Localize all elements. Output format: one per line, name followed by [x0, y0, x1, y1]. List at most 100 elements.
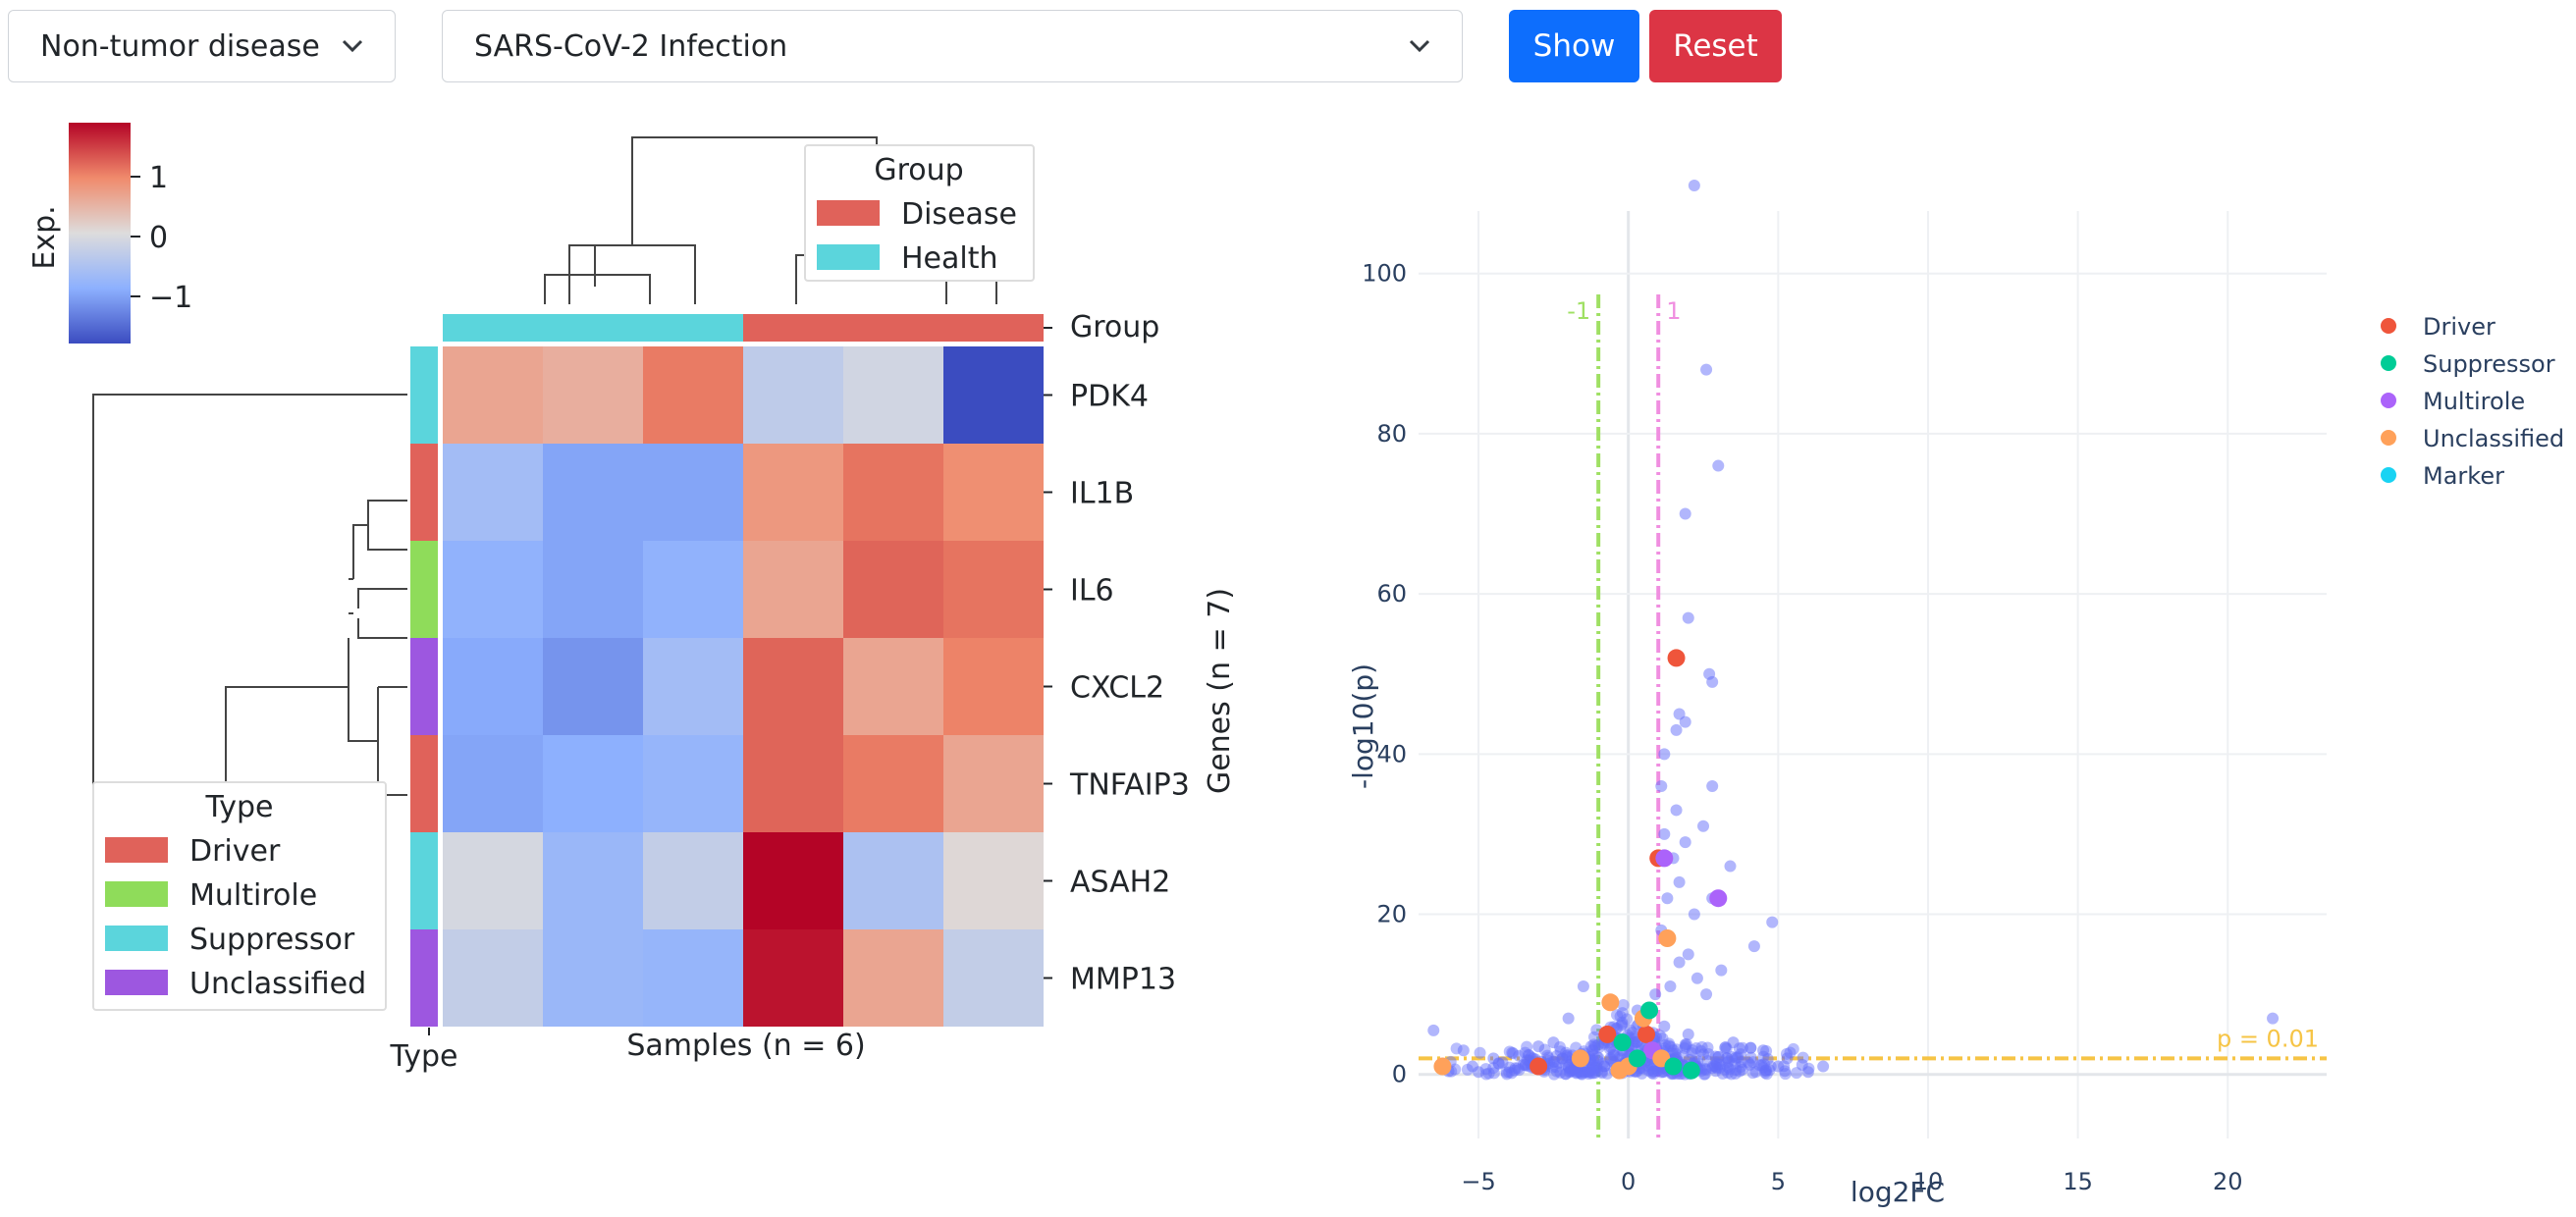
type-legend-item: Unclassified	[189, 967, 366, 1001]
y-tick-label: 60	[1376, 580, 1407, 608]
heatmap-cell	[643, 832, 743, 929]
y-tick-label: 100	[1362, 260, 1407, 288]
typed-gene-point	[1598, 1025, 1617, 1043]
type-legend-item: Suppressor	[189, 923, 355, 957]
gene-point	[1766, 916, 1779, 928]
show-button[interactable]: Show	[1509, 10, 1639, 82]
heatmap-cell	[743, 832, 843, 929]
gene-point	[1679, 836, 1691, 849]
category-select[interactable]: Non-tumor disease	[8, 10, 396, 82]
x-tick-label: 0	[1621, 1168, 1636, 1195]
gene-label: IL1B	[1070, 477, 1134, 511]
legend-marker	[2381, 355, 2396, 371]
heatmap-cell	[543, 638, 643, 735]
gene-point	[1658, 1020, 1671, 1032]
typed-gene-point	[1658, 929, 1677, 947]
gene-point	[1670, 804, 1683, 817]
gene-point	[1655, 779, 1668, 792]
legend-swatch-suppressor	[105, 926, 168, 951]
gene-point	[1703, 667, 1716, 680]
heatmap-cell	[443, 929, 543, 1027]
type-legend-title: Type	[205, 790, 274, 824]
gene-label: ASAH2	[1070, 866, 1170, 900]
legend-swatch-disease	[817, 200, 880, 226]
colorbar	[69, 123, 131, 344]
heatmap-cell	[843, 541, 943, 638]
gene-point	[1532, 1040, 1545, 1053]
heatmap-cell	[943, 735, 1044, 832]
gene-label: PDK4	[1070, 380, 1149, 414]
group-legend-item: Disease	[901, 197, 1017, 232]
gene-point	[1706, 779, 1719, 792]
group-annotation-bar	[443, 314, 1052, 342]
volcano-legend-item: Unclassified	[2423, 425, 2564, 452]
heatmap-cell	[443, 541, 543, 638]
legend-marker	[2381, 467, 2396, 483]
x-tick-label: 15	[2063, 1168, 2093, 1195]
heatmap-cell	[443, 735, 543, 832]
chevron-down-icon	[1409, 39, 1430, 53]
threshold-line-label: -1	[1567, 297, 1590, 325]
gene-point	[1727, 1036, 1740, 1049]
group-cell	[743, 314, 843, 342]
gene-point	[2267, 1012, 2280, 1025]
gene-point	[1673, 875, 1686, 888]
x-axis-label: log2FC	[1851, 1176, 1945, 1208]
group-cell	[943, 314, 1044, 342]
typed-gene-point	[1610, 1061, 1629, 1080]
gene-point	[1664, 979, 1677, 992]
volcano-legend-item: Marker	[2423, 462, 2504, 490]
typed-gene-point	[1640, 1001, 1659, 1020]
gene-point	[1508, 1064, 1521, 1077]
gene-label: IL6	[1070, 574, 1114, 608]
gene-labels: PDK4 IL1B IL6 CXCL2 TNFAIP3 ASAH2 MMP13	[1044, 380, 1190, 997]
heatmap-cell	[743, 346, 843, 444]
gene-point	[1724, 860, 1737, 873]
heatmap-cell	[443, 346, 543, 444]
gene-point	[1473, 1066, 1485, 1079]
typed-gene-point	[1655, 849, 1674, 868]
gene-point	[1781, 1052, 1794, 1065]
heatmap-cell	[843, 735, 943, 832]
gene-label: MMP13	[1070, 963, 1176, 997]
gene-point	[1760, 1064, 1773, 1077]
gene-points-background	[1427, 179, 2280, 1081]
heatmap-cell	[843, 929, 943, 1027]
legend-swatch-driver	[105, 837, 168, 863]
heatmap-cell	[743, 444, 843, 541]
reset-button[interactable]: Reset	[1649, 10, 1782, 82]
heatmap-cell	[743, 735, 843, 832]
disease-select[interactable]: SARS-CoV-2 Infection	[442, 10, 1463, 82]
gene-point	[1598, 1060, 1611, 1073]
gene-point	[1688, 908, 1700, 921]
gene-point	[1682, 611, 1694, 624]
legend-swatch-health	[817, 244, 880, 270]
gene-point	[1427, 1024, 1440, 1036]
volcano-legend-item: Suppressor	[2423, 350, 2555, 378]
gene-point	[1577, 979, 1589, 992]
y-tick-label: 40	[1376, 740, 1407, 767]
heatmap-cell	[943, 929, 1044, 1027]
gene-point	[1721, 1052, 1734, 1065]
type-cell	[410, 444, 438, 541]
heatmap-cell	[543, 929, 643, 1027]
heatmap-cell	[843, 832, 943, 929]
threshold-line-label: 1	[1666, 297, 1681, 325]
gene-point	[1556, 1052, 1569, 1065]
group-cell	[543, 314, 643, 342]
heatmap-cell	[643, 346, 743, 444]
x-tick-label: 20	[2213, 1168, 2243, 1195]
type-cell	[410, 638, 438, 735]
type-cell	[410, 541, 438, 638]
heatmap-cells	[443, 346, 1044, 1027]
group-legend: Group Disease Health	[804, 144, 1035, 282]
typed-gene-point	[1613, 1033, 1632, 1052]
gene-point	[1757, 1044, 1770, 1057]
gene-point	[1736, 1063, 1748, 1076]
heatmap-cell	[743, 541, 843, 638]
gene-point	[1688, 179, 1700, 191]
heatmap-cell	[743, 638, 843, 735]
y-tick-label: 0	[1392, 1061, 1407, 1088]
gene-point	[1517, 1058, 1530, 1071]
typed-gene-point	[1664, 1057, 1683, 1076]
